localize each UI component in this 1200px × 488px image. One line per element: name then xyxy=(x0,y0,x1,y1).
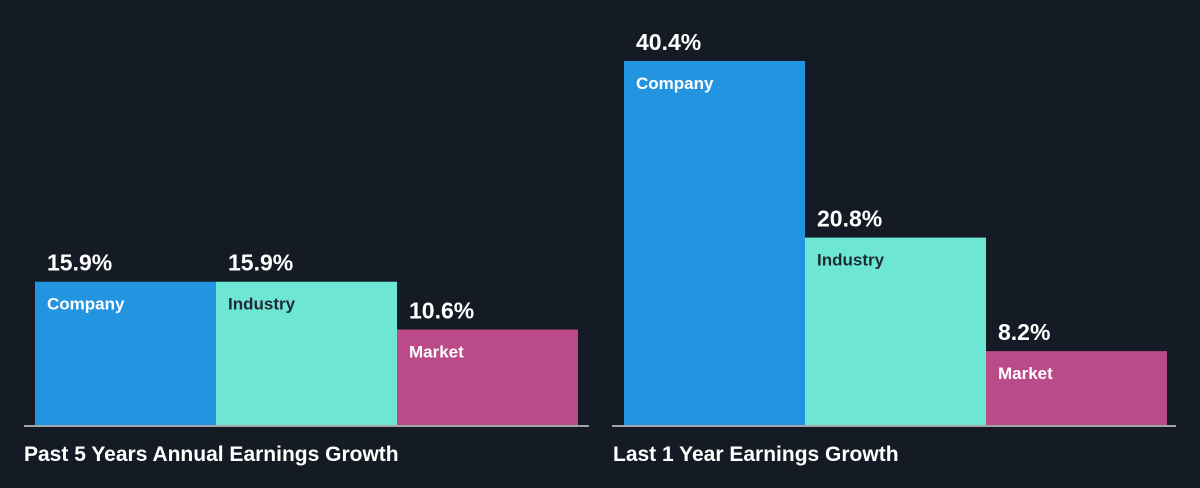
category-label-market: Market xyxy=(409,342,464,361)
category-label-industry: Industry xyxy=(228,295,296,314)
value-label-industry: 20.8% xyxy=(817,206,882,232)
value-label-market: 10.6% xyxy=(409,297,474,323)
bar-company xyxy=(35,281,216,425)
value-label-company: 15.9% xyxy=(47,250,112,276)
value-label-company: 40.4% xyxy=(636,29,701,55)
bar-company xyxy=(624,61,805,425)
panel-title-5-year: Past 5 Years Annual Earnings Growth xyxy=(24,443,399,466)
category-label-industry: Industry xyxy=(817,251,885,270)
category-label-market: Market xyxy=(998,364,1053,383)
category-label-company: Company xyxy=(47,295,125,314)
bar-market xyxy=(986,351,1167,425)
bar-market xyxy=(397,329,578,425)
value-label-industry: 15.9% xyxy=(228,250,293,276)
bar-industry xyxy=(216,281,397,425)
panel-title-1-year: Last 1 Year Earnings Growth xyxy=(613,443,899,466)
bar-industry xyxy=(805,237,986,425)
chart-panel-2: 40.4% Company 20.8% Industry 8.2% Market xyxy=(612,29,1176,427)
value-label-market: 8.2% xyxy=(998,319,1050,345)
category-label-company: Company xyxy=(636,74,714,93)
chart-panel-1: 15.9% Company 15.9% Industry 10.6% Market xyxy=(24,250,589,427)
